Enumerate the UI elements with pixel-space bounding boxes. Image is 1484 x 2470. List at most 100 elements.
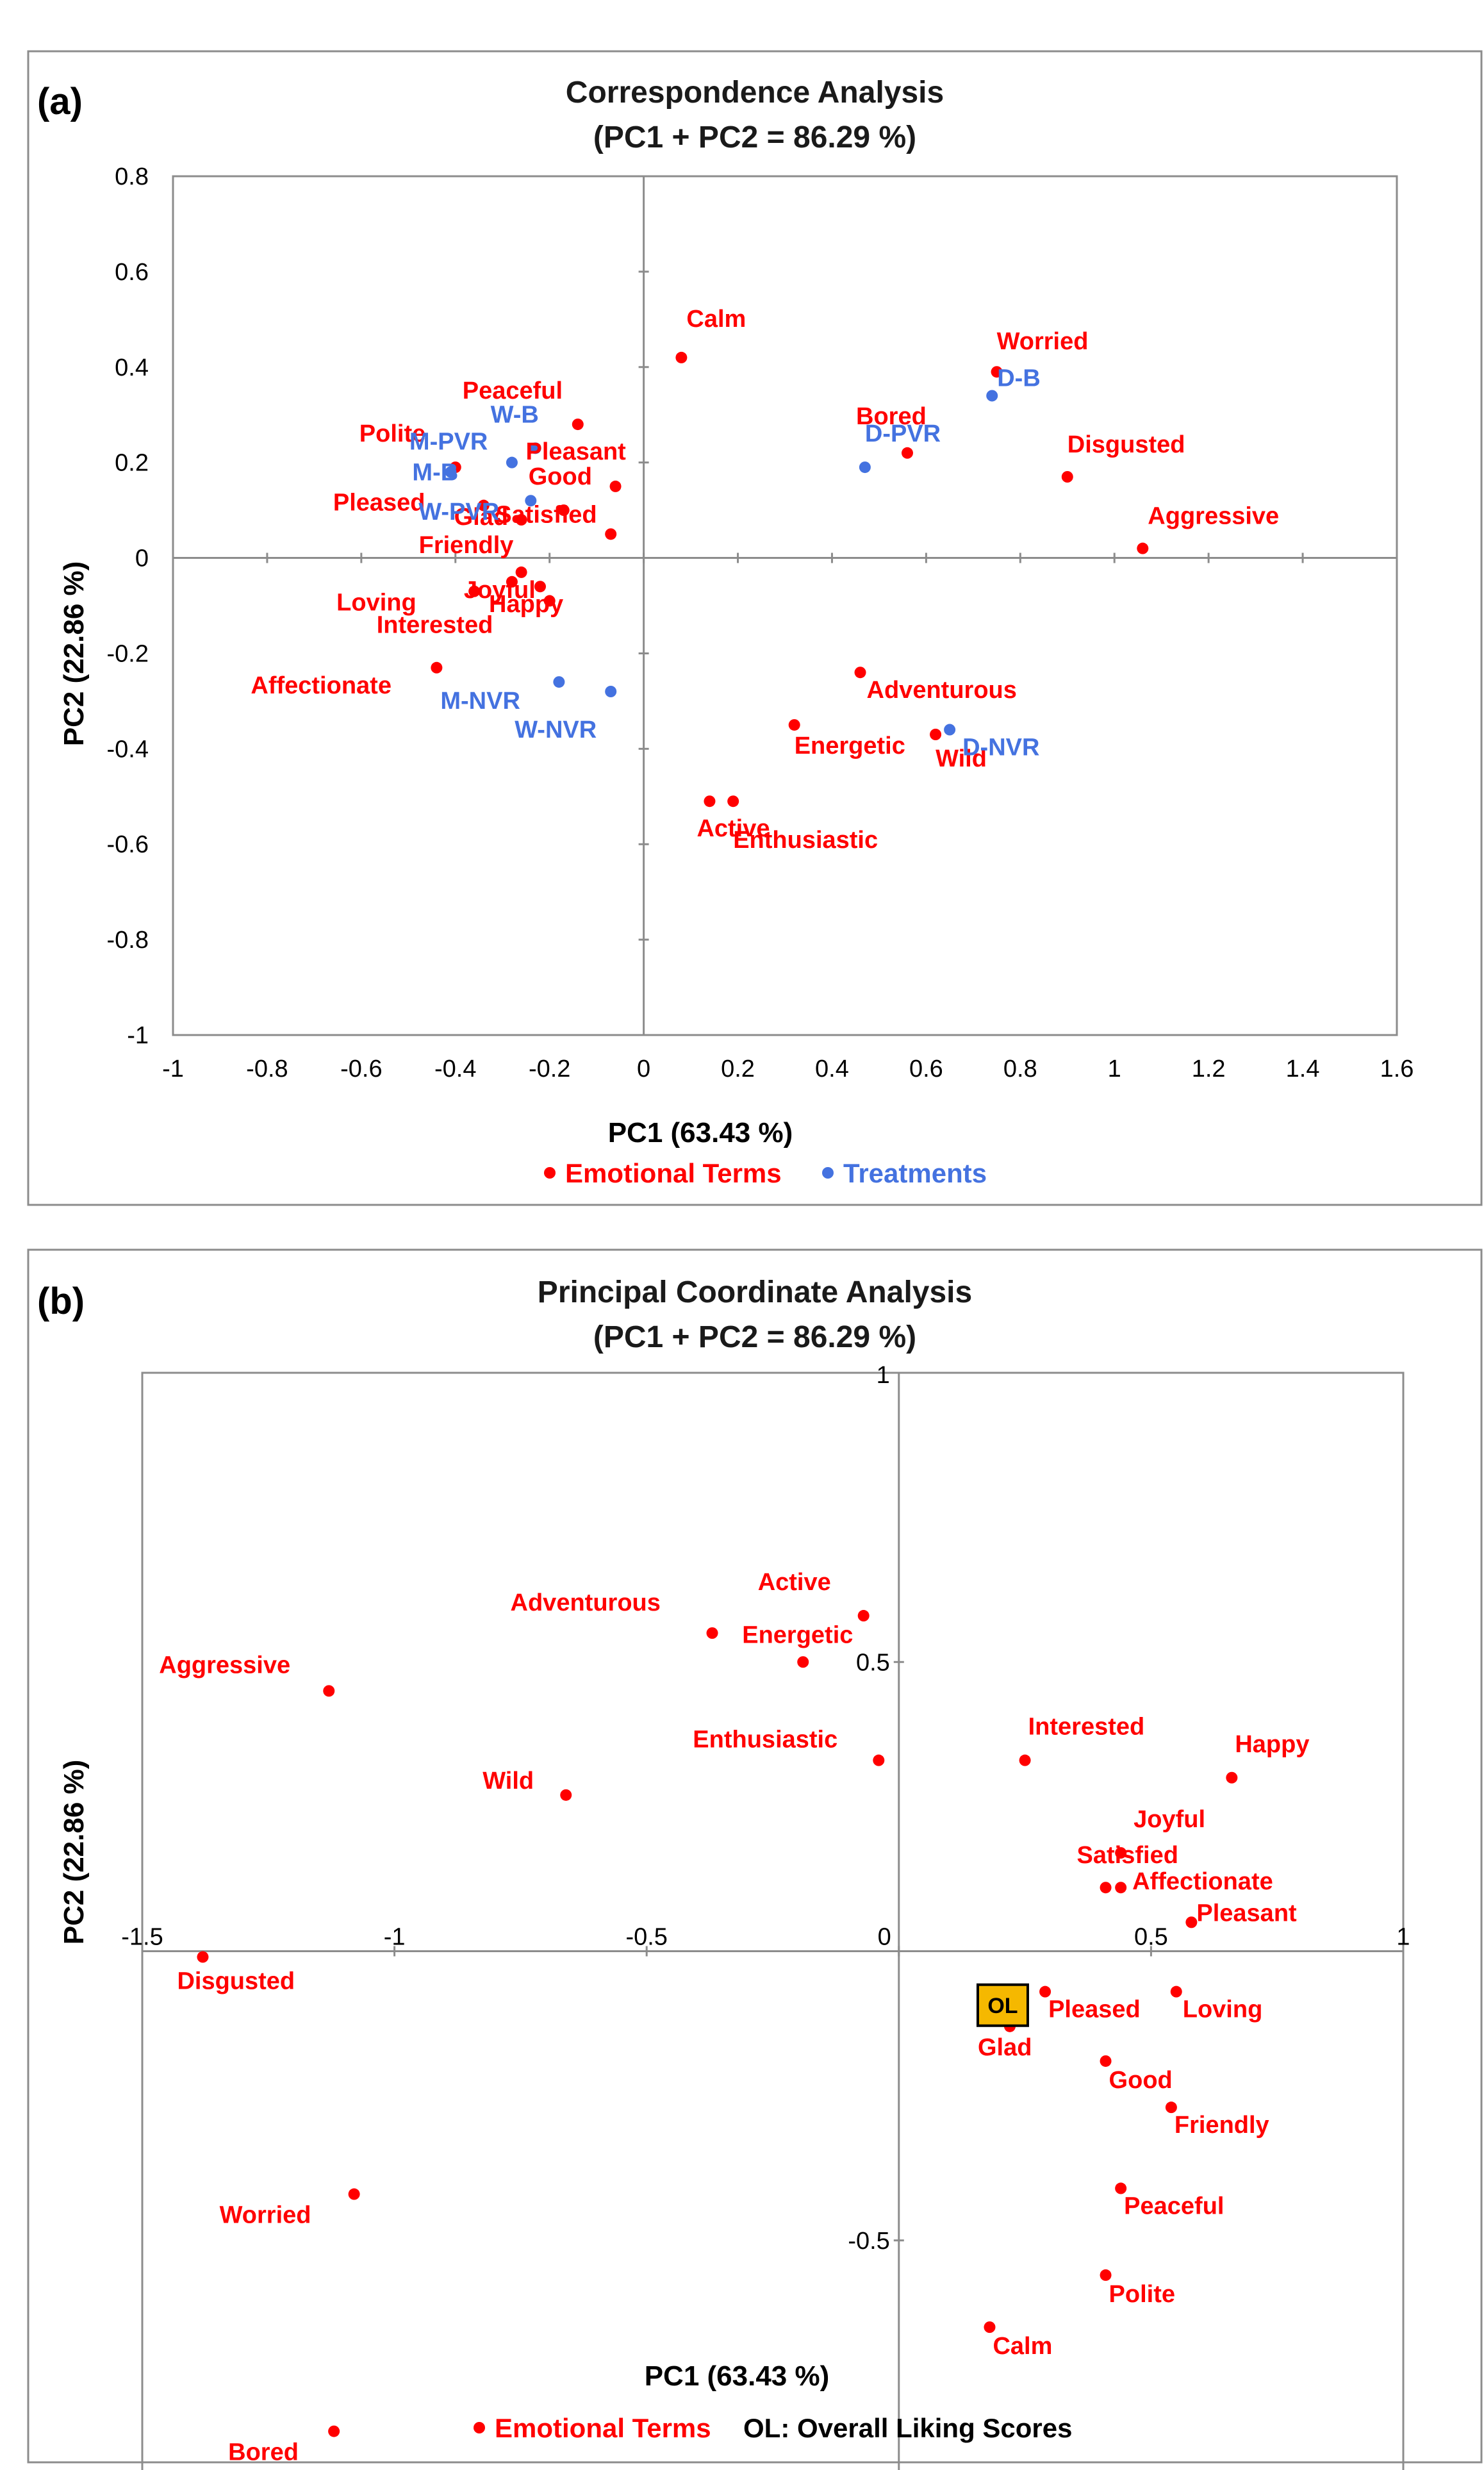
x-tick-label: 0.6 — [909, 1056, 943, 1082]
point-w-pvr — [525, 495, 537, 507]
point-label-m-nvr: M-NVR — [440, 688, 520, 715]
panel-a-border — [27, 50, 1483, 1206]
y-tick-label: -0.5 — [848, 2228, 889, 2255]
point-label-adventurous: Adventurous — [511, 1589, 661, 1616]
point-label-polite: Polite — [1109, 2281, 1175, 2308]
panel-b: (b) Principal Coordinate Analysis (PC1 +… — [27, 1248, 1483, 2470]
y-tick-label: -1 — [127, 1022, 149, 1049]
panel-b-x-tick-labels: -1.5 -1 -0.5 0 0.5 1 — [121, 1924, 1410, 1951]
x-tick-label: -1.5 — [121, 1924, 163, 1951]
point-label-active: Active — [697, 815, 770, 842]
point-label-good: Good — [529, 463, 592, 490]
x-tick-label: -1 — [162, 1056, 184, 1082]
x-tick-label: 1 — [1108, 1056, 1121, 1082]
panel-b-y-axis-label: PC2 (22.86 %) — [58, 1760, 90, 1945]
point-satisfied — [605, 528, 617, 540]
point-affectionate — [431, 661, 443, 674]
point-label-aggressive: Aggressive — [1148, 503, 1279, 530]
point-label-affectionate: Affectionate — [1132, 1868, 1273, 1895]
point-label-active: Active — [758, 1569, 831, 1596]
panel-a: (a) Correspondence Analysis (PC1 + PC2 =… — [27, 50, 1483, 1206]
y-tick-label: -0.8 — [107, 927, 149, 954]
panel-b-x-axis-label: PC1 (63.43 %) — [645, 2360, 830, 2392]
point-peaceful — [572, 419, 584, 431]
point-label-good: Good — [1109, 2067, 1173, 2094]
point-label-pleasant: Pleasant — [526, 438, 627, 465]
point-label-glad: Glad — [978, 2034, 1032, 2061]
point-label-aggressive: Aggressive — [159, 1652, 290, 1678]
point-label-energetic: Energetic — [795, 733, 905, 759]
legend-treatments-label: Treatments — [843, 1158, 987, 1188]
point-label-happy: Happy — [489, 591, 563, 618]
point-label-loving: Loving — [336, 590, 416, 617]
panel-b-border — [27, 1248, 1483, 2464]
panel-b-title: Principal Coordinate Analysis — [538, 1275, 972, 1309]
point-disgusted — [197, 1951, 209, 1963]
point-label-joyful: Joyful — [1134, 1806, 1205, 1833]
point-joyful — [506, 576, 518, 588]
y-tick-label: 0.2 — [115, 450, 149, 477]
point-label-glad: Glad — [454, 504, 508, 531]
point-label-happy: Happy — [1235, 1731, 1309, 1758]
x-tick-label: -0.6 — [340, 1056, 382, 1082]
y-tick-label: 0 — [135, 545, 149, 572]
point-label-d-b: D-B — [997, 365, 1041, 392]
point-label-bored: Bored — [856, 403, 927, 430]
point-energetic — [788, 719, 800, 731]
point-label-w-nvr: W-NVR — [515, 717, 597, 743]
legend-b-ol-label: OL: Overall Liking Scores — [743, 2413, 1073, 2443]
point-label-disgusted: Disgusted — [177, 1968, 295, 1995]
point-label-friendly: Friendly — [1175, 2112, 1269, 2139]
point-adventurous — [706, 1627, 718, 1639]
y-tick-label: 0.4 — [115, 354, 149, 381]
x-tick-label: 0.8 — [1003, 1056, 1037, 1082]
panel-a-y-axis-label: PC2 (22.86 %) — [58, 561, 90, 747]
point-pleasant — [1185, 1916, 1198, 1928]
point-label-peaceful: Peaceful — [463, 377, 563, 404]
y-tick-label: 0.5 — [856, 1649, 890, 1676]
point-label-satisfied: Satisfied — [495, 501, 597, 528]
point-d-pvr — [859, 461, 871, 474]
point-label-friendly: Friendly — [419, 532, 514, 559]
x-tick-label: 1 — [1396, 1924, 1410, 1951]
legend-treatments-marker — [822, 1167, 834, 1179]
point-good — [557, 504, 570, 517]
panel-b-y-tick-labels: -1-0.50.51 — [848, 1362, 890, 2255]
y-tick-label: 0.8 — [115, 163, 149, 190]
point-label-energetic: Energetic — [742, 1621, 853, 1648]
legend-b-terms-marker — [474, 2422, 485, 2433]
point-affectionate — [1115, 1882, 1127, 1894]
panel-a-legend: Emotional Terms Treatments — [544, 1158, 987, 1188]
point-label-d-nvr: D-NVR — [962, 734, 1039, 761]
point-aggressive — [323, 1685, 335, 1697]
point-label-joyful: Joyful — [464, 577, 536, 604]
point-label-d-pvr: D-PVR — [865, 420, 941, 447]
point-label-w-b: W-B — [491, 401, 539, 428]
point-label-pleased: Pleased — [1048, 1996, 1141, 2023]
point-label-w-pvr: W-PVR — [418, 499, 499, 526]
point-loving — [468, 585, 481, 597]
point-label-enthusiastic: Enthusiastic — [733, 827, 878, 854]
point-m-b — [445, 466, 457, 478]
x-tick-label: -0.4 — [434, 1056, 476, 1082]
point-bored — [328, 2425, 340, 2437]
point-interested — [543, 595, 556, 607]
point-label-wild: Wild — [482, 1768, 534, 1794]
panel-b-label: (b) — [37, 1281, 85, 1322]
x-tick-label: -0.5 — [625, 1924, 667, 1951]
point-active — [704, 795, 716, 808]
point-wild — [560, 1789, 572, 1801]
point-worried — [348, 2188, 360, 2200]
point-peaceful — [1115, 2182, 1127, 2194]
legend-terms-marker — [544, 1167, 556, 1179]
point-interested — [1019, 1754, 1031, 1766]
x-tick-label: 0 — [878, 1924, 891, 1951]
point-label-pleased: Pleased — [333, 490, 425, 517]
point-label-m-b: M-B — [412, 460, 458, 486]
point-disgusted — [1061, 471, 1073, 483]
x-tick-label: 0.4 — [815, 1056, 849, 1082]
point-calm — [675, 351, 688, 363]
point-wild — [930, 729, 942, 740]
point-label-worried: Worried — [220, 2202, 311, 2229]
